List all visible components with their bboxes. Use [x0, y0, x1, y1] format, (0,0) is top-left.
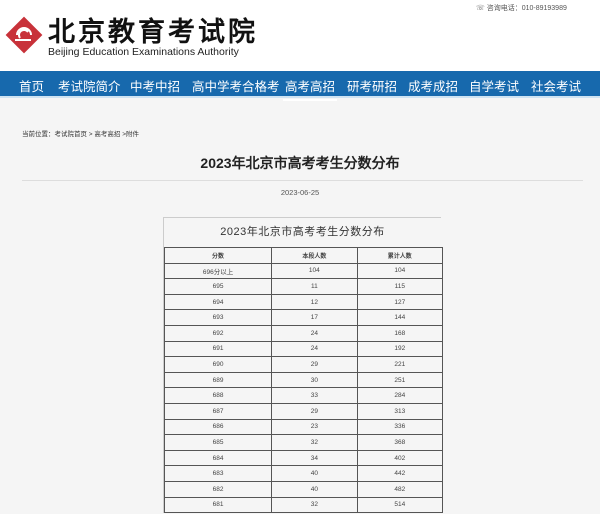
- table-header-row: 分数 本段人数 累计人数: [163, 247, 444, 264]
- cell-score: 693: [163, 309, 273, 326]
- cell-count: 40: [271, 465, 358, 482]
- header-count: 本段人数: [271, 247, 358, 264]
- cell-cumulative: 482: [356, 480, 444, 498]
- table-row: 694 12 127: [163, 293, 444, 311]
- table-row: 683 40 442: [163, 465, 444, 482]
- cell-score: 694: [163, 293, 273, 311]
- breadcrumb[interactable]: 当前位置：考试院首页 > 高考高招 >附件: [22, 131, 140, 138]
- cell-score: 682: [163, 480, 273, 498]
- page-title: 2023年北京市高考考生分数分布: [200, 155, 400, 171]
- phone-icon: ☏: [476, 5, 487, 12]
- cell-cumulative: 104: [356, 262, 444, 280]
- hotline: ☏ 咨询电话：010-89193989: [476, 3, 567, 13]
- table-row: 681 32 514: [163, 496, 444, 514]
- cell-score: 686: [163, 418, 273, 436]
- hotline-text: 咨询电话：010-89193989: [486, 5, 567, 12]
- header-score: 分数: [163, 247, 273, 264]
- cell-score: 696分以上: [163, 262, 273, 280]
- logo-chinese-name: 北京教育考试院: [48, 17, 258, 48]
- publish-date: 2023-06-25: [280, 188, 320, 197]
- table-row: 692 24 168: [163, 324, 444, 342]
- cell-count: 40: [271, 480, 358, 498]
- cell-score: 685: [163, 434, 273, 451]
- table-row: 686 23 336: [163, 418, 444, 436]
- header-cumulative: 累计人数: [356, 247, 444, 264]
- nav-yankao[interactable]: 研考研招: [347, 80, 398, 94]
- nav-about[interactable]: 考试院简介: [58, 80, 121, 94]
- cell-cumulative: 284: [356, 387, 444, 404]
- cell-cumulative: 368: [356, 434, 444, 451]
- cell-cumulative: 221: [356, 356, 444, 373]
- cell-count: 29: [271, 356, 358, 373]
- cell-cumulative: 115: [356, 278, 444, 295]
- cell-cumulative: 192: [356, 340, 444, 358]
- logo-english-name: Beijing Education Examinations Authority: [48, 46, 239, 58]
- cell-count: 12: [271, 293, 358, 311]
- nav-shehui[interactable]: 社会考试: [531, 80, 582, 94]
- table-row: 685 32 368: [163, 434, 444, 451]
- cell-count: 104: [271, 262, 358, 280]
- cell-cumulative: 402: [356, 449, 444, 467]
- cell-count: 11: [271, 278, 358, 295]
- nav-zixue[interactable]: 自学考试: [469, 80, 520, 94]
- cell-count: 33: [271, 387, 358, 404]
- table-row: 687 29 313: [163, 402, 444, 420]
- cell-score: 688: [163, 387, 273, 404]
- table-row: 695 11 115: [163, 278, 444, 295]
- cell-cumulative: 251: [356, 371, 444, 389]
- divider: [22, 180, 583, 181]
- cell-cumulative: 442: [356, 465, 444, 482]
- nav-home[interactable]: 首页: [19, 80, 45, 94]
- cell-count: 30: [271, 371, 358, 389]
- table-row: 690 29 221: [163, 356, 444, 373]
- cell-score: 683: [163, 465, 273, 482]
- table-caption: 2023年北京市高考考生分数分布: [220, 226, 385, 238]
- cell-cumulative: 514: [356, 496, 444, 514]
- cell-count: 34: [271, 449, 358, 467]
- cell-count: 23: [271, 418, 358, 436]
- cell-score: 689: [163, 371, 273, 389]
- cell-score: 681: [163, 496, 273, 514]
- table-row: 682 40 482: [163, 480, 444, 498]
- table-row: 696分以上 104 104: [163, 262, 444, 280]
- cell-cumulative: 144: [356, 309, 444, 326]
- cell-score: 692: [163, 324, 273, 342]
- cell-cumulative: 336: [356, 418, 444, 436]
- logo-icon[interactable]: [3, 14, 45, 56]
- table-row: 689 30 251: [163, 371, 444, 389]
- nav-zhongkao[interactable]: 中考中招: [130, 80, 181, 94]
- table-row: 693 17 144: [163, 309, 444, 326]
- cell-cumulative: 168: [356, 324, 444, 342]
- cell-score: 690: [163, 356, 273, 373]
- cell-count: 29: [271, 402, 358, 420]
- table-row: 684 34 402: [163, 449, 444, 467]
- cell-score: 687: [163, 402, 273, 420]
- score-table: 分数 本段人数 累计人数 696分以上 104 104 695 11 115 694 12 12…: [163, 247, 444, 514]
- cell-score: 695: [163, 278, 273, 295]
- nav-chengkao[interactable]: 成考成招: [408, 80, 459, 94]
- cell-cumulative: 313: [356, 402, 444, 420]
- site-header: 北京教育考试院 Beijing Education Examinations A…: [0, 0, 600, 71]
- cell-score: 691: [163, 340, 273, 358]
- table-row: 691 24 192: [163, 340, 444, 358]
- cell-count: 24: [271, 340, 358, 358]
- cell-count: 32: [271, 434, 358, 451]
- table-row: 688 33 284: [163, 387, 444, 404]
- nav-xuekao[interactable]: 高中学考合格考: [192, 80, 280, 94]
- score-table-container: 2023年北京市高考考生分数分布 分数 本段人数 累计人数 696分以上 104 1…: [163, 217, 444, 514]
- nav-gaokao[interactable]: 高考高招: [282, 76, 338, 101]
- cell-count: 32: [271, 496, 358, 514]
- cell-cumulative: 127: [356, 293, 444, 311]
- main-nav: 首页 考试院简介 中考中招 高中学考合格考 高考高招 研考研招 成考成招 自学考…: [0, 71, 600, 101]
- cell-score: 684: [163, 449, 273, 467]
- cell-count: 24: [271, 324, 358, 342]
- cell-count: 17: [271, 309, 358, 326]
